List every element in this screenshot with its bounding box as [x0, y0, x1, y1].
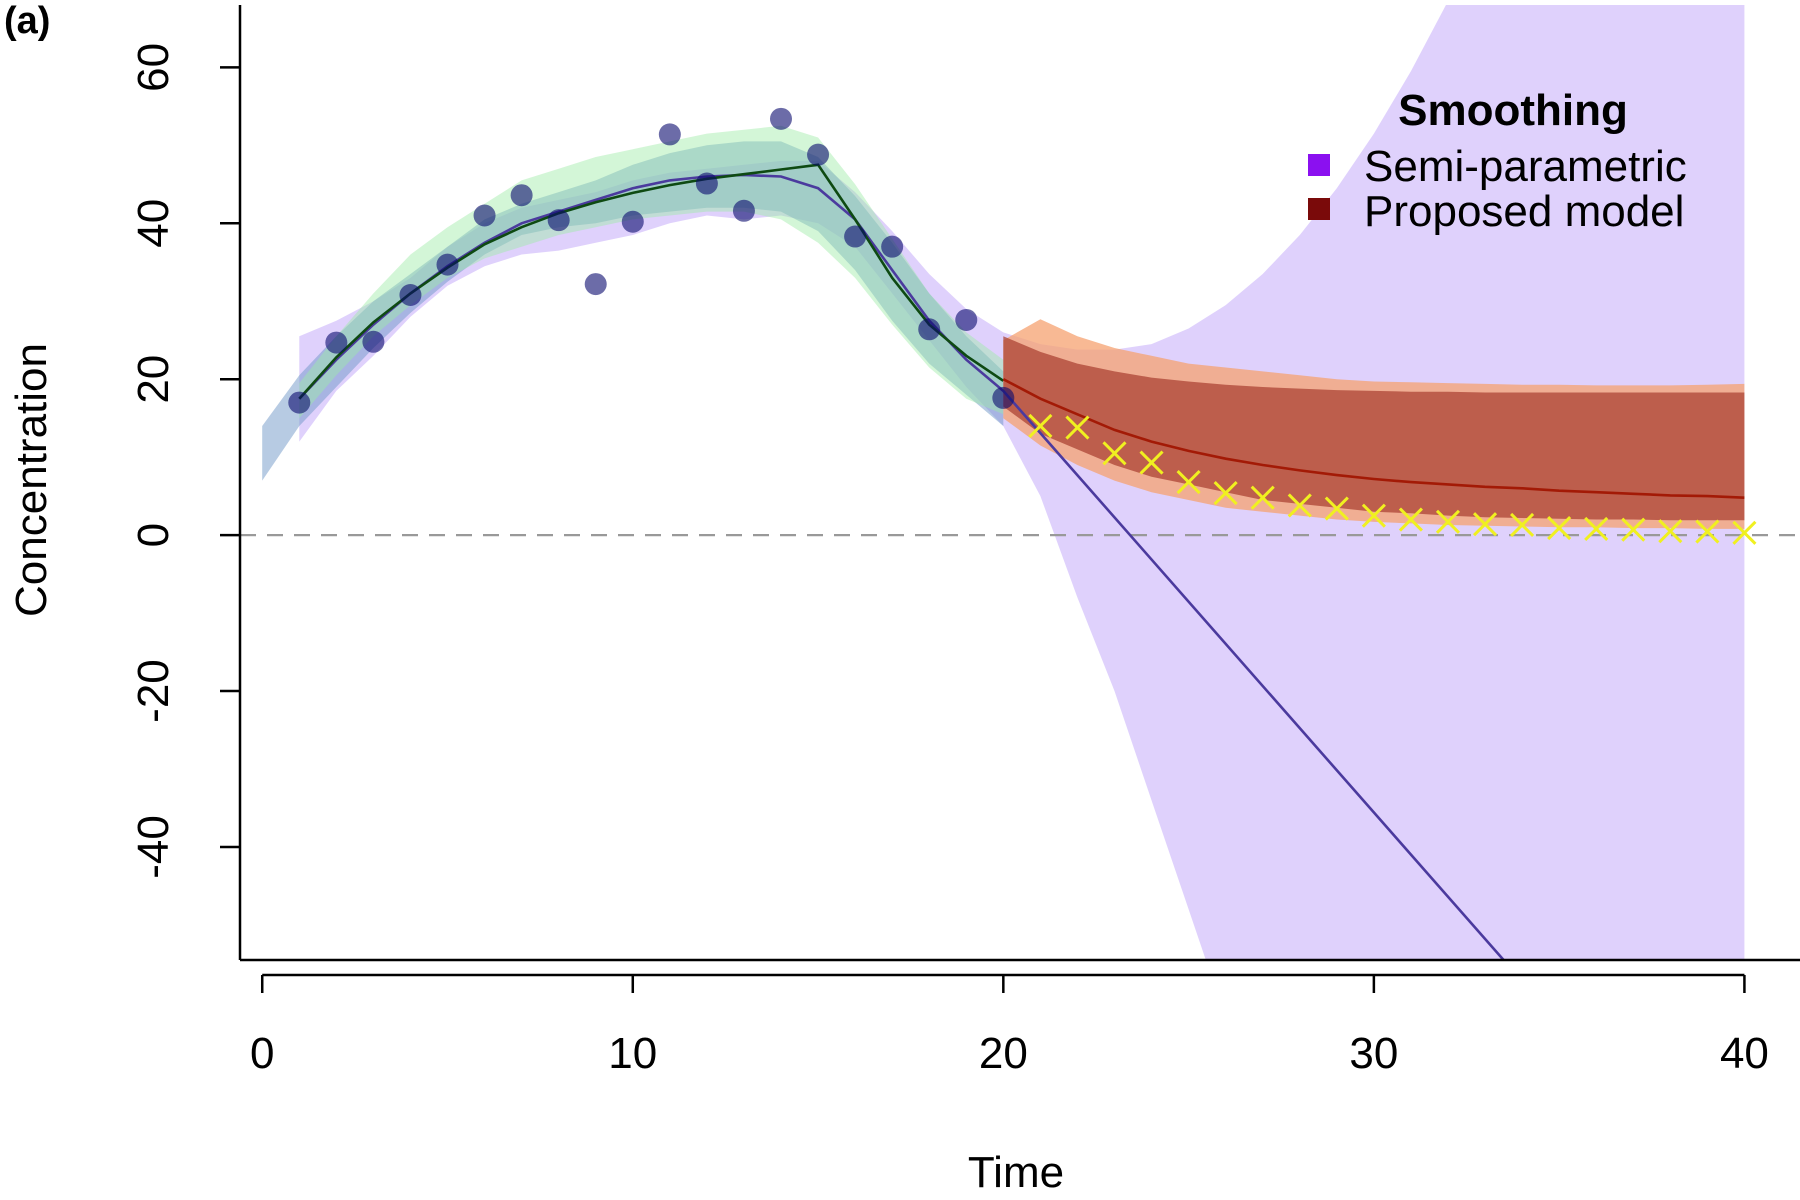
- observed-point: [844, 225, 867, 248]
- y-axis-label: Concentration: [7, 343, 56, 617]
- observed-point: [399, 284, 422, 307]
- future-value-cross: [1435, 509, 1461, 534]
- observed-point: [807, 143, 830, 166]
- future-value-cross: [1213, 480, 1238, 506]
- observed-point: [955, 308, 978, 331]
- y-axis-ticks: -40 -20 0 20 40 60: [129, 43, 240, 879]
- line-proposed-model-fit: [1002, 378, 1745, 499]
- future-value-cross: [1102, 441, 1127, 466]
- future-value-cross: [1732, 520, 1757, 545]
- future-value-cross: [1621, 517, 1646, 542]
- legend-label-semi-parametric: Semi-parametric: [1364, 142, 1687, 191]
- future-value-cross: [1287, 493, 1312, 518]
- future-value-cross: [1250, 485, 1275, 510]
- observed-point: [473, 204, 496, 227]
- x-tick-label: 40: [1720, 1029, 1769, 1078]
- y-tick-label: 20: [129, 355, 178, 404]
- future-value-cross: [1658, 519, 1683, 544]
- future-value-cross: [1065, 415, 1090, 440]
- observed-points-layer: [288, 107, 1015, 414]
- observed-point: [695, 172, 718, 195]
- future-value-cross: [1028, 413, 1053, 439]
- x-tick-label: 0: [250, 1029, 274, 1078]
- observed-point: [621, 210, 644, 233]
- future-value-cross: [1510, 512, 1535, 538]
- y-tick-label: -40: [129, 815, 178, 879]
- legend-label-proposed-model: Proposed model: [1364, 187, 1684, 236]
- legend: Smoothing Semi-parametric Proposed model: [1308, 86, 1687, 236]
- future-value-cross: [1176, 470, 1201, 495]
- band-semi-parametric-band: [299, 5, 1745, 960]
- y-tick-label: 40: [129, 199, 178, 248]
- observed-point: [658, 123, 681, 146]
- panel-label: (a): [4, 0, 51, 42]
- future-value-cross: [1361, 503, 1386, 528]
- bands-layer: [262, 5, 1745, 960]
- observed-point: [325, 331, 348, 354]
- observed-point: [436, 253, 459, 276]
- future-value-cross: [1695, 519, 1720, 544]
- future-values-layer: [1028, 413, 1757, 545]
- observed-point: [881, 235, 904, 258]
- future-value-cross: [1472, 512, 1498, 537]
- axes: 0 10 20 30 40 -40 -20 0 20 40 60: [129, 5, 1800, 1078]
- observed-point: [510, 184, 533, 207]
- future-value-cross: [1139, 450, 1164, 475]
- x-tick-label: 10: [608, 1029, 657, 1078]
- observed-point: [584, 273, 607, 296]
- observed-point: [918, 318, 941, 341]
- future-value-cross: [1324, 496, 1349, 521]
- future-value-cross: [1584, 516, 1609, 541]
- future-value-cross: [1547, 516, 1572, 541]
- observed-point: [547, 209, 570, 232]
- observed-point: [362, 330, 385, 353]
- observed-point: [992, 386, 1015, 409]
- band-proposed-model-inner-band: [1003, 336, 1745, 521]
- x-axis-ticks: 0 10 20 30 40: [250, 973, 1769, 1078]
- legend-title: Smoothing: [1398, 86, 1628, 135]
- y-tick-label: -20: [129, 659, 178, 723]
- x-tick-label: 20: [979, 1029, 1028, 1078]
- observed-point: [288, 391, 311, 414]
- legend-swatch-semi-parametric: [1308, 154, 1330, 176]
- x-tick-label: 30: [1349, 1029, 1398, 1078]
- band-band-a-blue: [262, 141, 1004, 481]
- x-axis-label: Time: [968, 1148, 1064, 1197]
- observed-point: [732, 199, 755, 222]
- band-band-b-green: [299, 125, 1004, 419]
- y-tick-label: 60: [129, 43, 178, 92]
- observed-point: [769, 107, 792, 130]
- y-tick-label: 0: [129, 523, 178, 547]
- future-value-cross: [1398, 507, 1423, 532]
- legend-swatch-proposed-model: [1308, 198, 1330, 220]
